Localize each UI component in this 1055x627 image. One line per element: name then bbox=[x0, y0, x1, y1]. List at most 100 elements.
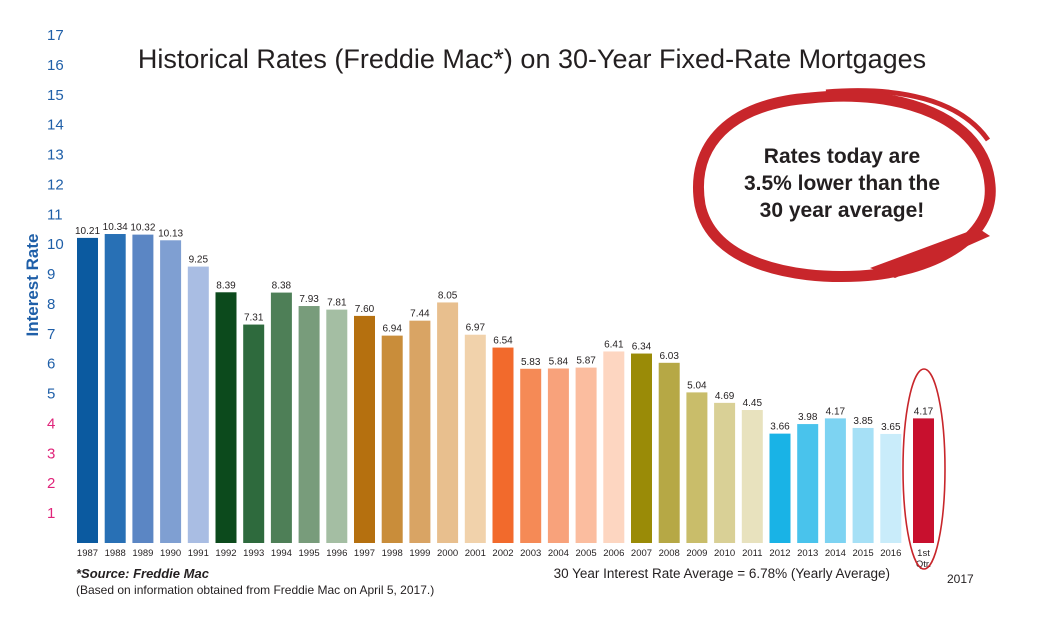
x-tick-label: 2007 bbox=[631, 548, 652, 559]
x-tick-label: 1990 bbox=[160, 548, 181, 559]
value-label: 6.34 bbox=[632, 342, 652, 353]
x-tick-label: 2016 bbox=[880, 548, 901, 559]
x-tick-label: 2009 bbox=[686, 548, 707, 559]
y-tick-label: 3 bbox=[47, 445, 55, 462]
bar bbox=[492, 347, 514, 543]
value-label: 5.04 bbox=[687, 380, 707, 391]
value-label: 7.60 bbox=[355, 304, 375, 315]
x-tick-label: 1994 bbox=[271, 548, 292, 559]
bar bbox=[658, 362, 680, 543]
value-label: 3.85 bbox=[853, 416, 873, 427]
y-tick-label: 14 bbox=[47, 117, 64, 134]
value-label: 4.69 bbox=[715, 391, 735, 402]
x-tick-label: 1999 bbox=[409, 548, 430, 559]
value-label: 8.39 bbox=[216, 280, 236, 291]
y-tick-label: 7 bbox=[47, 326, 55, 343]
x-tick-label: 1996 bbox=[326, 548, 347, 559]
current-rate-highlight-ring bbox=[902, 368, 946, 570]
bar bbox=[409, 320, 431, 543]
value-label: 4.17 bbox=[914, 406, 934, 417]
value-label: 5.83 bbox=[521, 357, 541, 368]
y-tick-label: 13 bbox=[47, 147, 64, 164]
bar bbox=[631, 353, 652, 543]
y-tick-label: 10 bbox=[47, 236, 64, 253]
value-label: 8.05 bbox=[438, 290, 458, 301]
bar bbox=[464, 334, 486, 543]
x-tick-label: 1989 bbox=[132, 548, 153, 559]
x-axis-ticks: 1987 1988 1989 1990 1991 1992 1993 1994 1995 1996… bbox=[77, 548, 931, 570]
value-label: 10.21 bbox=[75, 226, 100, 237]
bars-group bbox=[77, 234, 934, 544]
x-tick-label: 2002 bbox=[492, 548, 513, 559]
bar bbox=[160, 240, 182, 544]
callout-line-1: Rates today are bbox=[764, 145, 920, 168]
bar bbox=[520, 368, 542, 543]
value-label: 3.98 bbox=[798, 412, 818, 423]
callout-line-3: 30 year average! bbox=[760, 199, 925, 222]
y-tick-label: 15 bbox=[47, 87, 64, 104]
x-tick-label: 2005 bbox=[576, 548, 597, 559]
y-tick-label: 17 bbox=[47, 27, 64, 44]
x-tick-label: 2000 bbox=[437, 548, 458, 559]
callout-ring bbox=[693, 90, 996, 283]
value-label: 7.31 bbox=[244, 313, 264, 324]
x-tick-label: 2011 bbox=[742, 548, 762, 559]
value-label: 6.03 bbox=[659, 351, 679, 362]
bar bbox=[852, 427, 874, 543]
bar bbox=[298, 306, 320, 543]
bar bbox=[824, 418, 846, 543]
x-tick-label: Qtr. bbox=[916, 559, 931, 570]
y-tick-label: 9 bbox=[47, 266, 55, 283]
value-label: 10.34 bbox=[103, 222, 128, 233]
bar bbox=[354, 315, 375, 543]
value-label: 6.94 bbox=[382, 324, 402, 335]
value-label: 6.41 bbox=[604, 339, 624, 350]
x-tick-label: 2008 bbox=[659, 548, 680, 559]
source-note: (Based on information obtained from Fred… bbox=[76, 583, 434, 597]
bar bbox=[769, 433, 791, 543]
bar bbox=[215, 292, 237, 543]
value-label: 9.25 bbox=[189, 255, 209, 266]
callout-ring-stroke bbox=[825, 88, 991, 142]
bar bbox=[603, 351, 625, 543]
value-label: 6.97 bbox=[466, 323, 486, 334]
x-tick-label: 1997 bbox=[354, 548, 375, 559]
bar bbox=[381, 335, 403, 543]
value-label: 3.65 bbox=[881, 422, 901, 433]
x-tick-label: 1993 bbox=[243, 548, 264, 559]
callout-line-2: 3.5% lower than the bbox=[744, 172, 940, 195]
bar bbox=[714, 402, 736, 543]
bar bbox=[77, 237, 98, 543]
bar bbox=[326, 309, 348, 543]
x-tick-label: 2012 bbox=[769, 548, 790, 559]
x-tick-label: 1995 bbox=[299, 548, 320, 559]
bar bbox=[880, 433, 902, 543]
bar bbox=[575, 367, 597, 543]
value-label: 5.84 bbox=[549, 356, 569, 367]
value-label: 8.38 bbox=[272, 281, 292, 292]
y-tick-label: 11 bbox=[47, 206, 63, 223]
x-tick-label: 1st bbox=[917, 548, 930, 559]
x-tick-label: 2006 bbox=[603, 548, 624, 559]
x-tick-label: 1998 bbox=[382, 548, 403, 559]
bar bbox=[104, 234, 126, 543]
y-tick-label: 1 bbox=[47, 505, 55, 522]
value-label: 4.17 bbox=[826, 406, 846, 417]
x-tick-label: 1987 bbox=[77, 548, 98, 559]
x-tick-label: 2004 bbox=[548, 548, 569, 559]
bar bbox=[270, 292, 292, 543]
value-label: 7.44 bbox=[410, 309, 430, 320]
y-tick-label: 5 bbox=[47, 386, 55, 403]
x-tick-label: 2015 bbox=[853, 548, 874, 559]
value-label: 4.45 bbox=[743, 398, 763, 409]
x-tick-label: 2014 bbox=[825, 548, 846, 559]
x-tick-label: 1991 bbox=[188, 548, 209, 559]
bar bbox=[741, 410, 763, 543]
bar bbox=[547, 368, 569, 543]
last-bar-year: 2017 bbox=[947, 572, 974, 586]
value-label: 7.81 bbox=[327, 298, 347, 309]
value-label: 10.32 bbox=[130, 223, 155, 234]
bar bbox=[187, 266, 209, 543]
